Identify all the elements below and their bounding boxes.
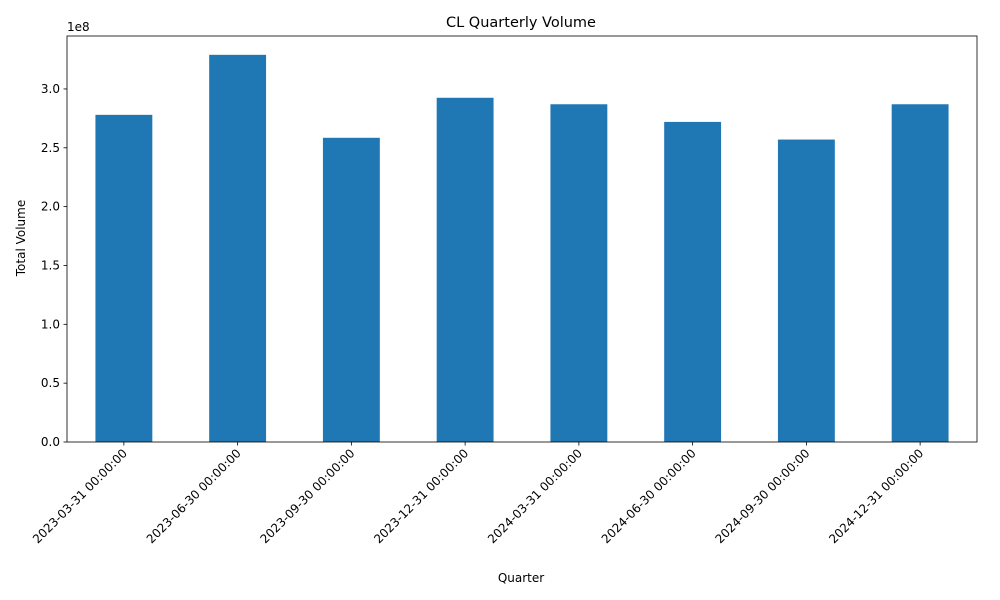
plot-frame	[66, 35, 978, 443]
plot-area: 0.0 0.5 1.0 1.5 2.0 2.5 3.0 2023-03-31 00:00:00…	[30, 35, 978, 546]
y-tick-label-3: 1.5	[41, 258, 60, 272]
y-tick-label-5: 2.5	[41, 141, 60, 155]
bar-3	[436, 97, 494, 442]
y-tick-label-4: 2.0	[41, 200, 60, 214]
chart-title: CL Quarterly Volume	[446, 15, 596, 31]
y-axis-offset-label: 1e8	[67, 20, 90, 34]
x-tick-label-6: 2024-09-30 00:00:00	[712, 446, 812, 546]
y-tick-label-6: 3.0	[41, 82, 60, 96]
x-tick-label-1: 2023-06-30 00:00:00	[144, 446, 244, 546]
x-axis-label: Quarter	[498, 571, 544, 585]
bar-6	[777, 139, 835, 442]
x-tick-label-3: 2023-12-31 00:00:00	[371, 446, 471, 546]
x-tick-label-0: 2023-03-31 00:00:00	[30, 446, 130, 546]
x-tick-label-4: 2024-03-31 00:00:00	[485, 446, 585, 546]
x-tick-label-7: 2024-12-31 00:00:00	[826, 446, 926, 546]
y-tick-label-1: 0.5	[41, 376, 60, 390]
x-tick-label-5: 2024-06-30 00:00:00	[599, 446, 699, 546]
bar-2	[322, 137, 380, 443]
bar-5	[664, 121, 722, 442]
y-tick-label-2: 1.0	[41, 317, 60, 331]
bar-0	[95, 114, 153, 442]
bar-4	[550, 104, 608, 442]
y-tick-label-0: 0.0	[41, 435, 60, 449]
y-axis-label: Total Volume	[14, 200, 28, 277]
bar-7	[891, 104, 949, 442]
bar-1	[209, 54, 267, 442]
x-tick-label-2: 2023-09-30 00:00:00	[257, 446, 357, 546]
